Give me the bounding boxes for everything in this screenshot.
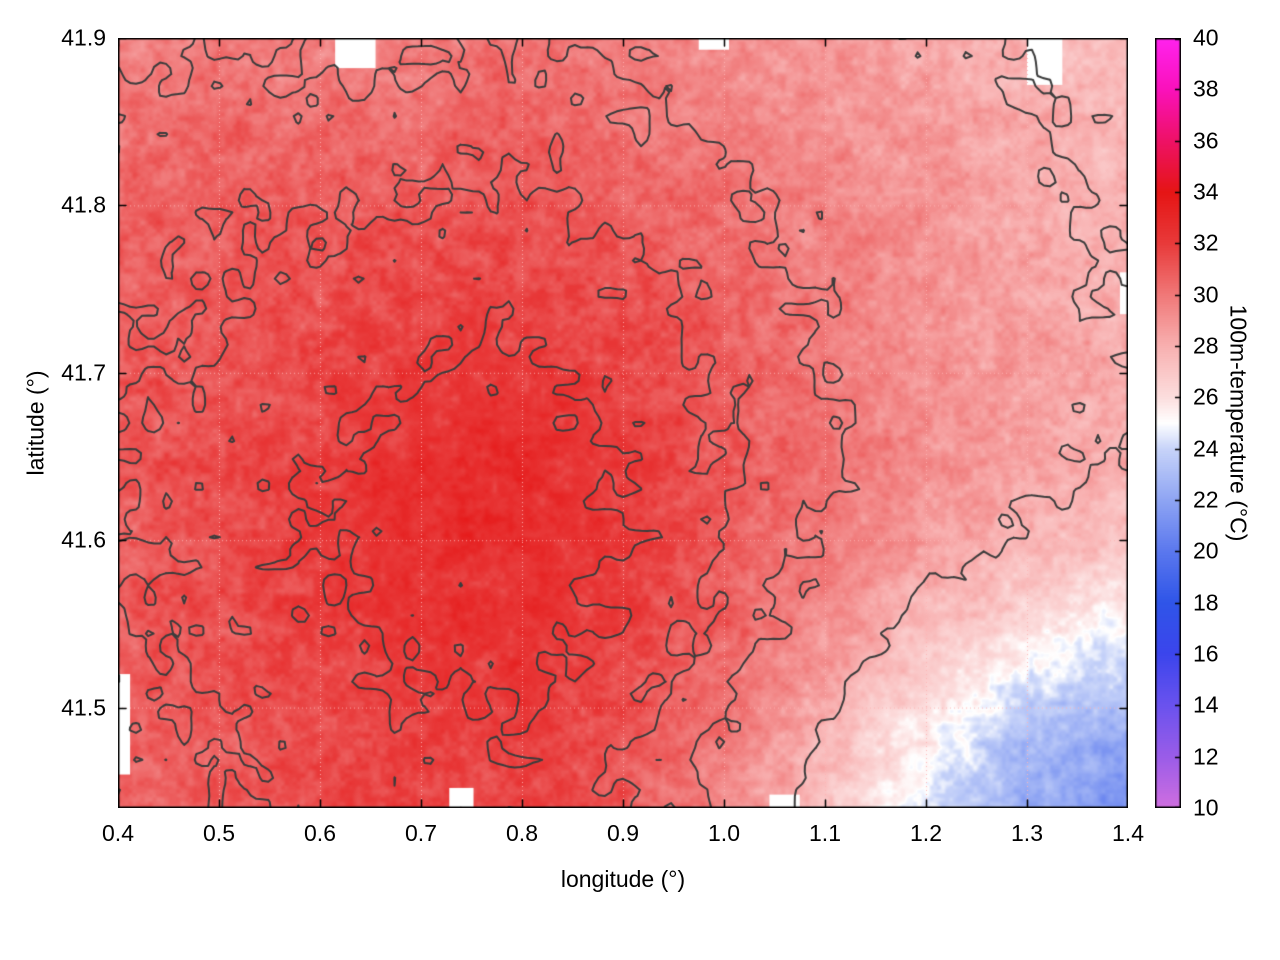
y-tick-label: 41.6: [61, 526, 106, 553]
colorbar-tick-label: 34: [1193, 178, 1219, 205]
y-tick-label: 41.8: [61, 191, 106, 218]
y-tick-label: 41.9: [61, 24, 106, 51]
colorbar-tick-label: 10: [1193, 794, 1219, 821]
colorbar-tick-label: 36: [1193, 127, 1219, 154]
x-tick-label: 0.8: [506, 820, 538, 846]
y-axis-label: latitude (°): [22, 370, 49, 476]
colorbar-tick-label: 20: [1193, 537, 1219, 564]
x-tick-label: 1.0: [708, 820, 740, 846]
colorbar-tick-label: 22: [1193, 486, 1219, 513]
x-tick-label: 0.5: [203, 820, 235, 846]
x-tick-label: 1.3: [1011, 820, 1043, 846]
colorbar-tick-label: 38: [1193, 75, 1219, 102]
x-tick-label: 1.1: [809, 820, 841, 846]
colorbar-tick-label: 28: [1193, 332, 1219, 359]
y-tick-label: 41.7: [61, 359, 106, 386]
heatmap-canvas: [118, 38, 1128, 808]
colorbar-tick-label: 30: [1193, 281, 1219, 308]
colorbar-tick-label: 18: [1193, 589, 1219, 616]
colorbar-tick-label: 32: [1193, 229, 1219, 256]
colorbar-tick-label: 14: [1193, 691, 1219, 718]
colorbar-canvas: [1155, 38, 1181, 808]
colorbar-tick-label: 26: [1193, 383, 1219, 410]
x-tick-label: 0.9: [607, 820, 639, 846]
colorbar-tick-label: 12: [1193, 743, 1219, 770]
colorbar-label: 100m-temperature (°C): [1225, 304, 1252, 542]
x-tick-label: 0.6: [304, 820, 336, 846]
x-tick-label: 0.7: [405, 820, 437, 846]
colorbar-tick-label: 16: [1193, 640, 1219, 667]
colorbar-tick-label: 24: [1193, 435, 1219, 462]
x-tick-label: 0.4: [102, 820, 134, 846]
y-tick-label: 41.5: [61, 694, 106, 721]
x-axis-label: longitude (°): [560, 866, 686, 892]
x-tick-label: 1.4: [1112, 820, 1144, 846]
colorbar-tick-label: 40: [1193, 24, 1219, 51]
x-tick-label: 1.2: [910, 820, 942, 846]
